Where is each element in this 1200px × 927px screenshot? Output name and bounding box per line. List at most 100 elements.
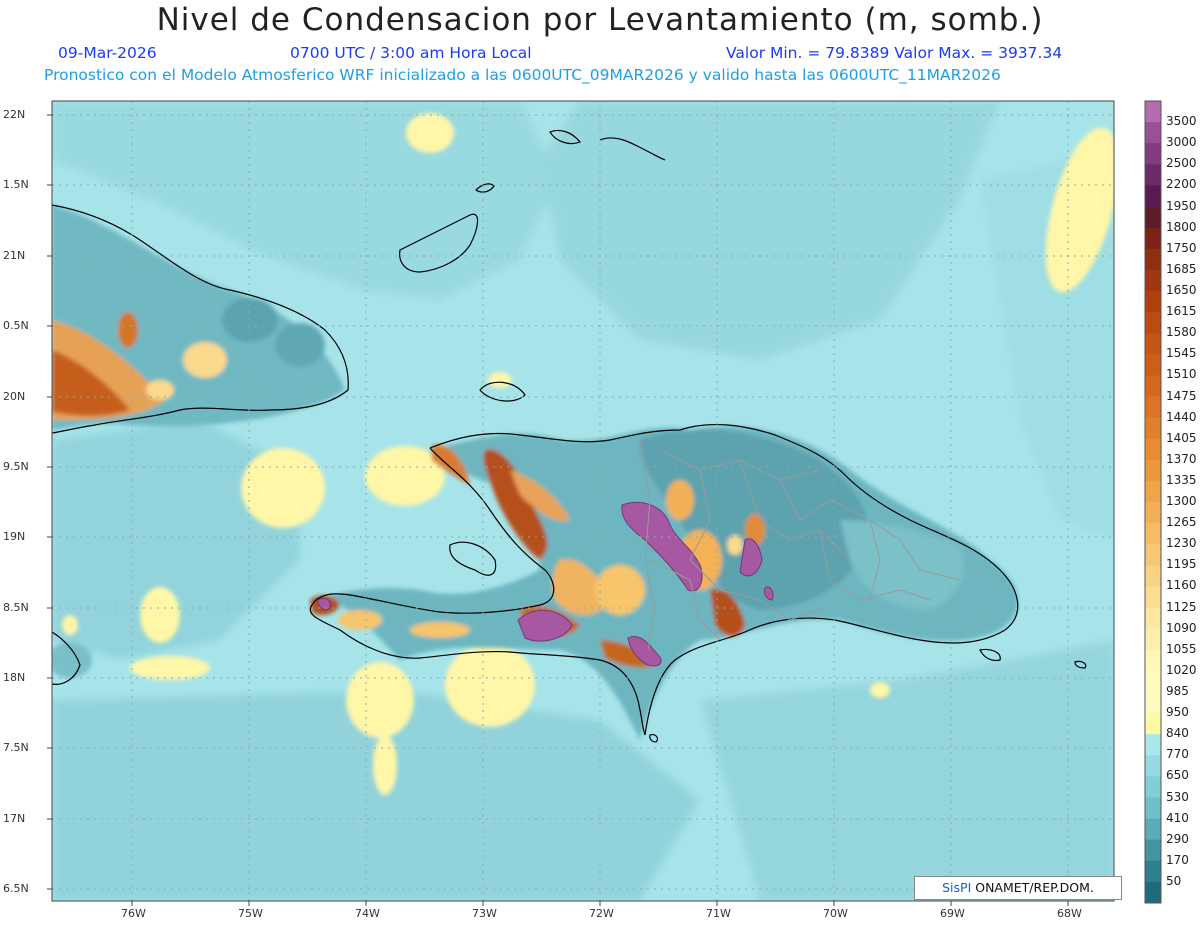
colorbar-level-label: 1055: [1166, 641, 1197, 656]
colorbar-swatch: [1145, 797, 1161, 820]
colorbar-swatch: [1145, 206, 1161, 229]
credit-box: SisPI ONAMET/REP.DOM.: [914, 876, 1122, 900]
colorbar-level-label: 1405: [1166, 430, 1197, 445]
colorbar-swatch: [1145, 502, 1161, 524]
colorbar-level-label: 290: [1166, 831, 1189, 846]
colorbar: [1144, 100, 1162, 904]
colorbar-swatch: [1145, 839, 1161, 862]
colorbar-swatch: [1145, 375, 1161, 397]
min-max-label: Valor Min. = 79.8389 Valor Max. = 3937.3…: [726, 44, 1063, 62]
colorbar-swatch: [1145, 776, 1161, 798]
colorbar-swatch: [1145, 312, 1161, 334]
shaded-field: [52, 101, 1114, 901]
lat-label: 19N: [3, 530, 26, 543]
colorbar-swatch: [1145, 290, 1161, 313]
colorbar-swatch: [1145, 818, 1161, 841]
colorbar-level-label: 2500: [1166, 156, 1197, 171]
colorbar-level-label: 1160: [1166, 578, 1197, 593]
lat-label: 8.5N: [3, 601, 29, 614]
lat-label: 1.5N: [3, 178, 29, 191]
colorbar-level-label: 1300: [1166, 494, 1197, 508]
colorbar-swatch: [1145, 523, 1161, 545]
colorbar-swatch: [1145, 607, 1161, 630]
colorbar-level-label: 1750: [1166, 240, 1197, 255]
lon-label: 70W: [823, 907, 848, 920]
lon-label: 73W: [472, 907, 497, 920]
colorbar-level-label: 1335: [1166, 472, 1197, 487]
colorbar-level-label: 3500: [1166, 114, 1197, 129]
colorbar-level-label: 950: [1166, 705, 1189, 720]
colorbar-swatch: [1145, 459, 1161, 482]
colorbar-swatch: [1145, 734, 1161, 756]
time-label: 0700 UTC / 3:00 am Hora Local: [290, 44, 532, 62]
lat-label: 0.5N: [3, 319, 29, 332]
lon-label: 72W: [589, 907, 614, 920]
colorbar-level-label: 1125: [1166, 599, 1197, 614]
colorbar-level-label: 1650: [1166, 282, 1197, 297]
colorbar-level-label: 1545: [1166, 346, 1197, 361]
lat-label: 21N: [3, 249, 26, 262]
map-title: Nivel de Condensacion por Levantamiento …: [156, 2, 1044, 38]
colorbar-level-label: 1440: [1166, 409, 1197, 424]
colorbar-level-label: 1090: [1166, 620, 1197, 635]
lon-label: 76W: [121, 907, 146, 920]
colorbar-swatch: [1145, 354, 1161, 376]
tick-marks: [47, 114, 1069, 906]
colorbar-level-label: 840: [1166, 726, 1189, 741]
colorbar-swatch: [1145, 881, 1161, 904]
lon-label: 75W: [238, 907, 263, 920]
colorbar-level-label: 1370: [1166, 451, 1197, 466]
colorbar-swatch: [1145, 269, 1161, 292]
colorbar-swatch: [1145, 691, 1161, 714]
colorbar-frame: [1144, 100, 1162, 904]
colorbar-swatch: [1145, 713, 1161, 735]
lat-label: 17N: [3, 812, 26, 825]
colorbar-swatch: [1145, 565, 1161, 587]
colorbar-level-label: 170: [1166, 852, 1189, 867]
province-borders: [639, 439, 961, 651]
lat-label: 18N: [3, 671, 26, 684]
lon-label: 71W: [706, 907, 731, 920]
colorbar-level-label: 985: [1166, 683, 1189, 698]
lon-label: 68W: [1057, 907, 1082, 920]
lat-label: 22N: [3, 108, 26, 121]
colorbar-level-label: 3000: [1166, 135, 1197, 150]
colorbar-swatch: [1145, 101, 1161, 123]
date-label: 09-Mar-2026: [58, 44, 157, 62]
credit-text: ONAMET/REP.DOM.: [971, 880, 1094, 895]
colorbar-level-label: 1195: [1166, 557, 1197, 572]
plot-frame: [51, 100, 1115, 902]
graticule: [52, 101, 1114, 901]
colorbar-swatch: [1145, 122, 1161, 144]
coastlines: [52, 129, 1087, 743]
colorbar-swatch: [1145, 649, 1161, 672]
forecast-note: Pronostico con el Modelo Atmosferico WRF…: [44, 66, 1001, 84]
colorbar-level-label: 410: [1166, 810, 1189, 825]
colorbar-swatch: [1145, 185, 1161, 208]
colorbar-swatch: [1145, 670, 1161, 693]
colorbar-swatch: [1145, 586, 1161, 609]
credit-brand: SisPI: [942, 880, 972, 895]
lat-label: 9.5N: [3, 460, 29, 473]
colorbar-swatch: [1145, 480, 1161, 503]
colorbar-swatch: [1145, 164, 1161, 186]
colorbar-swatch: [1145, 248, 1161, 271]
colorbar-level-label: 1615: [1166, 304, 1197, 319]
colorbar-swatch: [1145, 438, 1161, 461]
colorbar-level-label: 770: [1166, 747, 1189, 762]
colorbar-level-label: 650: [1166, 768, 1189, 783]
colorbar-swatch: [1145, 333, 1161, 355]
colorbar-level-label: 50: [1166, 873, 1182, 888]
colorbar-level-label: 1475: [1166, 388, 1197, 403]
colorbar-swatch: [1145, 227, 1161, 250]
colorbar-level-label: 2200: [1166, 177, 1197, 192]
colorbar-level-label: 1580: [1166, 325, 1197, 340]
colorbar-level-label: 1685: [1166, 261, 1197, 276]
lon-label: 74W: [355, 907, 380, 920]
colorbar-swatch: [1145, 628, 1161, 651]
colorbar-level-label: 1230: [1166, 536, 1197, 551]
lat-label: 7.5N: [3, 741, 29, 754]
colorbar-level-label: 1510: [1166, 367, 1197, 382]
colorbar-level-label: 530: [1166, 789, 1189, 804]
